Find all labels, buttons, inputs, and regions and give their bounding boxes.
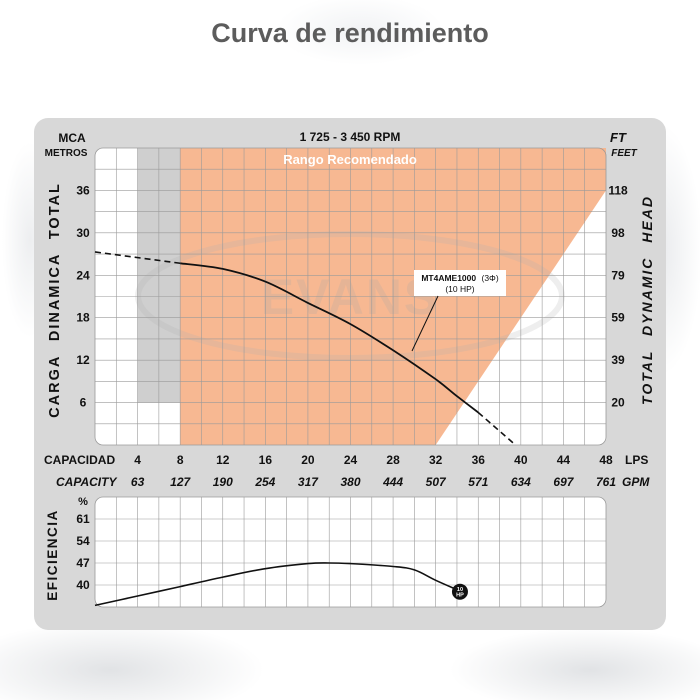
x-tick-label-lps: 48: [599, 453, 613, 467]
header-rpm: 1 725 - 3 450 RPM: [300, 130, 401, 144]
end-marker-text-top: 10: [457, 587, 463, 593]
recommended-range-label: Rango Recomendado: [283, 152, 417, 167]
main-plot-frame: [94, 147, 607, 446]
x-tick-label-gpm: 507: [426, 475, 447, 489]
x-tick-label-gpm: 380: [340, 475, 360, 489]
end-marker-circle: [451, 583, 468, 600]
curve-label-phase: (3Φ): [482, 273, 499, 283]
x-tick-label-gpm: 444: [382, 475, 403, 489]
eff-y-tick-label: 47: [76, 556, 90, 570]
x-tick-label-lps: 28: [386, 453, 400, 467]
curve-dashed-end: [477, 411, 517, 446]
efficiency-curve: [94, 562, 458, 607]
curve-label-line1: MT4AME1000 (3Φ): [421, 273, 499, 283]
performance-curve: [180, 262, 479, 414]
x-tick-label-lps: 8: [177, 453, 184, 467]
x-tick-label-lps: 4: [134, 453, 141, 467]
x-tick-label-lps: 36: [472, 453, 486, 467]
header-feet: FEET: [611, 148, 637, 159]
watermark-ellipse: [135, 231, 565, 361]
y-tick-label-right: 20: [611, 396, 625, 410]
curve-label-box: [414, 270, 506, 296]
x-tick-label-gpm: 190: [213, 475, 233, 489]
efficiency-unit: %: [78, 496, 88, 508]
x-unit-gpm: GPM: [622, 475, 650, 489]
header-mca: MCA: [58, 131, 86, 145]
curve-label-hp: (10 HP): [445, 284, 474, 294]
x-tick-label-gpm: 254: [254, 475, 275, 489]
y-tick-label-left: 24: [76, 268, 90, 282]
x-label-capacidad: CAPACIDAD: [44, 453, 115, 467]
x-tick-label-gpm: 317: [298, 475, 319, 489]
header-ft: FT: [610, 130, 627, 145]
x-tick-label-gpm: 127: [170, 475, 191, 489]
end-marker-text-bottom: HP: [456, 593, 464, 599]
y-tick-label-right: 79: [611, 268, 625, 282]
y-tick-label-right: 118: [608, 183, 628, 197]
y-tick-label-left: 36: [76, 183, 90, 197]
watermark: EVANS: [135, 231, 565, 361]
y-tick-label-right: 39: [611, 353, 625, 367]
y-axis-title-right: TOTAL DYNAMIC HEAD: [639, 195, 655, 405]
watermark-text: EVANS: [261, 269, 440, 325]
curve-label-pointer: [411, 295, 439, 352]
curve-label-model: MT4AME1000: [421, 273, 476, 283]
y-tick-label-right: 59: [611, 311, 625, 325]
page-title: Curva de rendimiento: [211, 18, 489, 48]
x-tick-label-lps: 12: [216, 453, 230, 467]
x-tick-label-lps: 44: [557, 453, 571, 467]
x-tick-label-lps: 40: [514, 453, 528, 467]
header-metros: METROS: [45, 148, 88, 159]
x-tick-label-lps: 16: [259, 453, 273, 467]
x-tick-label-gpm: 761: [596, 475, 616, 489]
x-unit-lps: LPS: [625, 453, 648, 467]
curve-dashed-start: [94, 251, 181, 265]
x-tick-label-gpm: 634: [511, 475, 531, 489]
eff-y-tick-label: 54: [76, 534, 90, 548]
y-tick-label-left: 30: [76, 226, 90, 240]
efficiency-axis-title: EFICIENCIA: [45, 509, 60, 601]
y-tick-label-left: 12: [76, 353, 90, 367]
x-tick-label-lps: 24: [344, 453, 358, 467]
eff-y-tick-label: 61: [76, 512, 90, 526]
x-tick-label-gpm: 697: [553, 475, 574, 489]
x-tick-label-gpm: 571: [468, 475, 488, 489]
y-tick-label-left: 6: [80, 396, 87, 410]
y-tick-label-left: 18: [76, 311, 90, 325]
x-tick-label-gpm: 63: [131, 475, 145, 489]
eff-y-tick-label: 40: [76, 578, 90, 592]
x-tick-label-lps: 32: [429, 453, 443, 467]
y-axis-title-left: CARGA DINAMICA TOTAL: [47, 182, 63, 418]
y-tick-label-right: 98: [611, 226, 625, 240]
x-tick-label-lps: 20: [301, 453, 315, 467]
x-label-capacity: CAPACITY: [56, 475, 117, 489]
efficiency-plot-frame: [94, 496, 607, 608]
efficiency-end-marker: 10 HP: [451, 583, 468, 600]
